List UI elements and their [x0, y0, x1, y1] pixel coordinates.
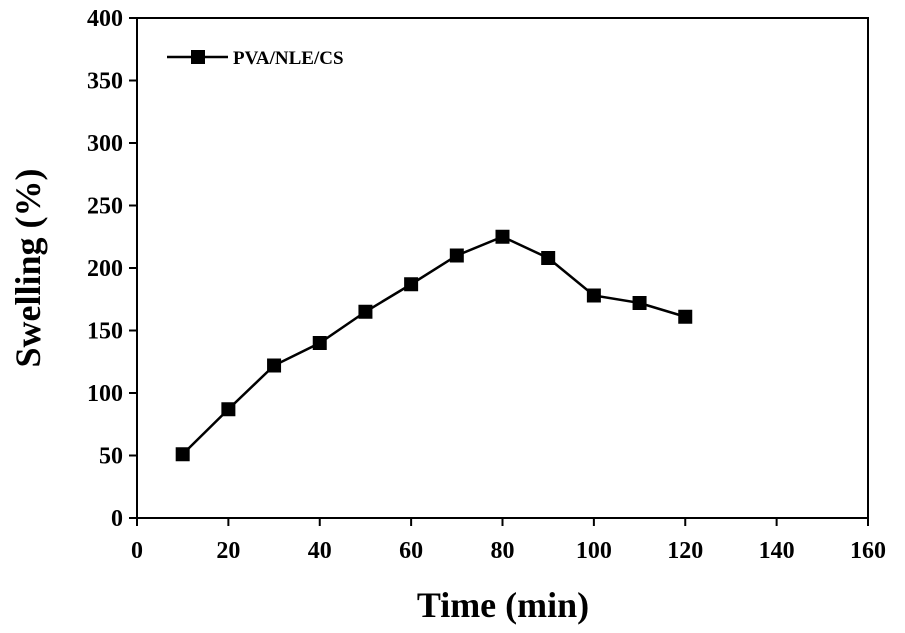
data-point — [312, 336, 327, 350]
data-point — [678, 309, 693, 324]
series-layer — [175, 229, 693, 462]
legend-marker — [191, 50, 205, 64]
x-tick-label: 0 — [131, 538, 143, 564]
x-tick-label: 100 — [576, 538, 612, 564]
x-tick-label: 20 — [216, 538, 240, 564]
y-tick-label: 100 — [87, 381, 123, 407]
x-tick-label: 120 — [667, 538, 703, 564]
y-tick-label: 0 — [111, 506, 123, 532]
x-tick-label: 140 — [759, 538, 795, 564]
x-tick-label: 80 — [491, 538, 515, 564]
y-tick-label: 50 — [99, 444, 123, 470]
y-tick-label: 400 — [87, 6, 123, 32]
data-point — [221, 402, 236, 417]
data-point — [495, 229, 510, 244]
x-tick-label: 160 — [850, 538, 886, 564]
series-line — [181, 235, 686, 456]
y-tick-label: 300 — [87, 131, 123, 157]
y-tick-label: 250 — [87, 194, 123, 220]
x-axis: 0 20 40 60 80 100 120 140 160 — [131, 518, 886, 564]
x-axis-title: Time (min) — [417, 585, 589, 625]
legend-label: PVA/NLE/CS — [233, 48, 344, 69]
y-tick-label: 350 — [87, 69, 123, 95]
data-point — [358, 304, 373, 319]
y-tick-label: 200 — [87, 256, 123, 282]
data-point — [586, 288, 601, 303]
y-axis: 0 50 100 150 200 250 300 350 400 — [87, 6, 137, 532]
data-point — [541, 251, 556, 265]
plot-frame — [136, 17, 869, 519]
y-axis-title: Swelling (%) — [8, 168, 48, 367]
x-tick-label: 40 — [308, 538, 332, 564]
data-point — [449, 248, 464, 263]
data-point — [267, 358, 282, 373]
data-point — [404, 277, 419, 292]
data-point — [632, 296, 647, 310]
x-tick-label: 60 — [399, 538, 423, 564]
legend: PVA/NLE/CS — [167, 48, 344, 69]
y-tick-label: 150 — [87, 319, 123, 345]
data-point — [175, 447, 190, 462]
